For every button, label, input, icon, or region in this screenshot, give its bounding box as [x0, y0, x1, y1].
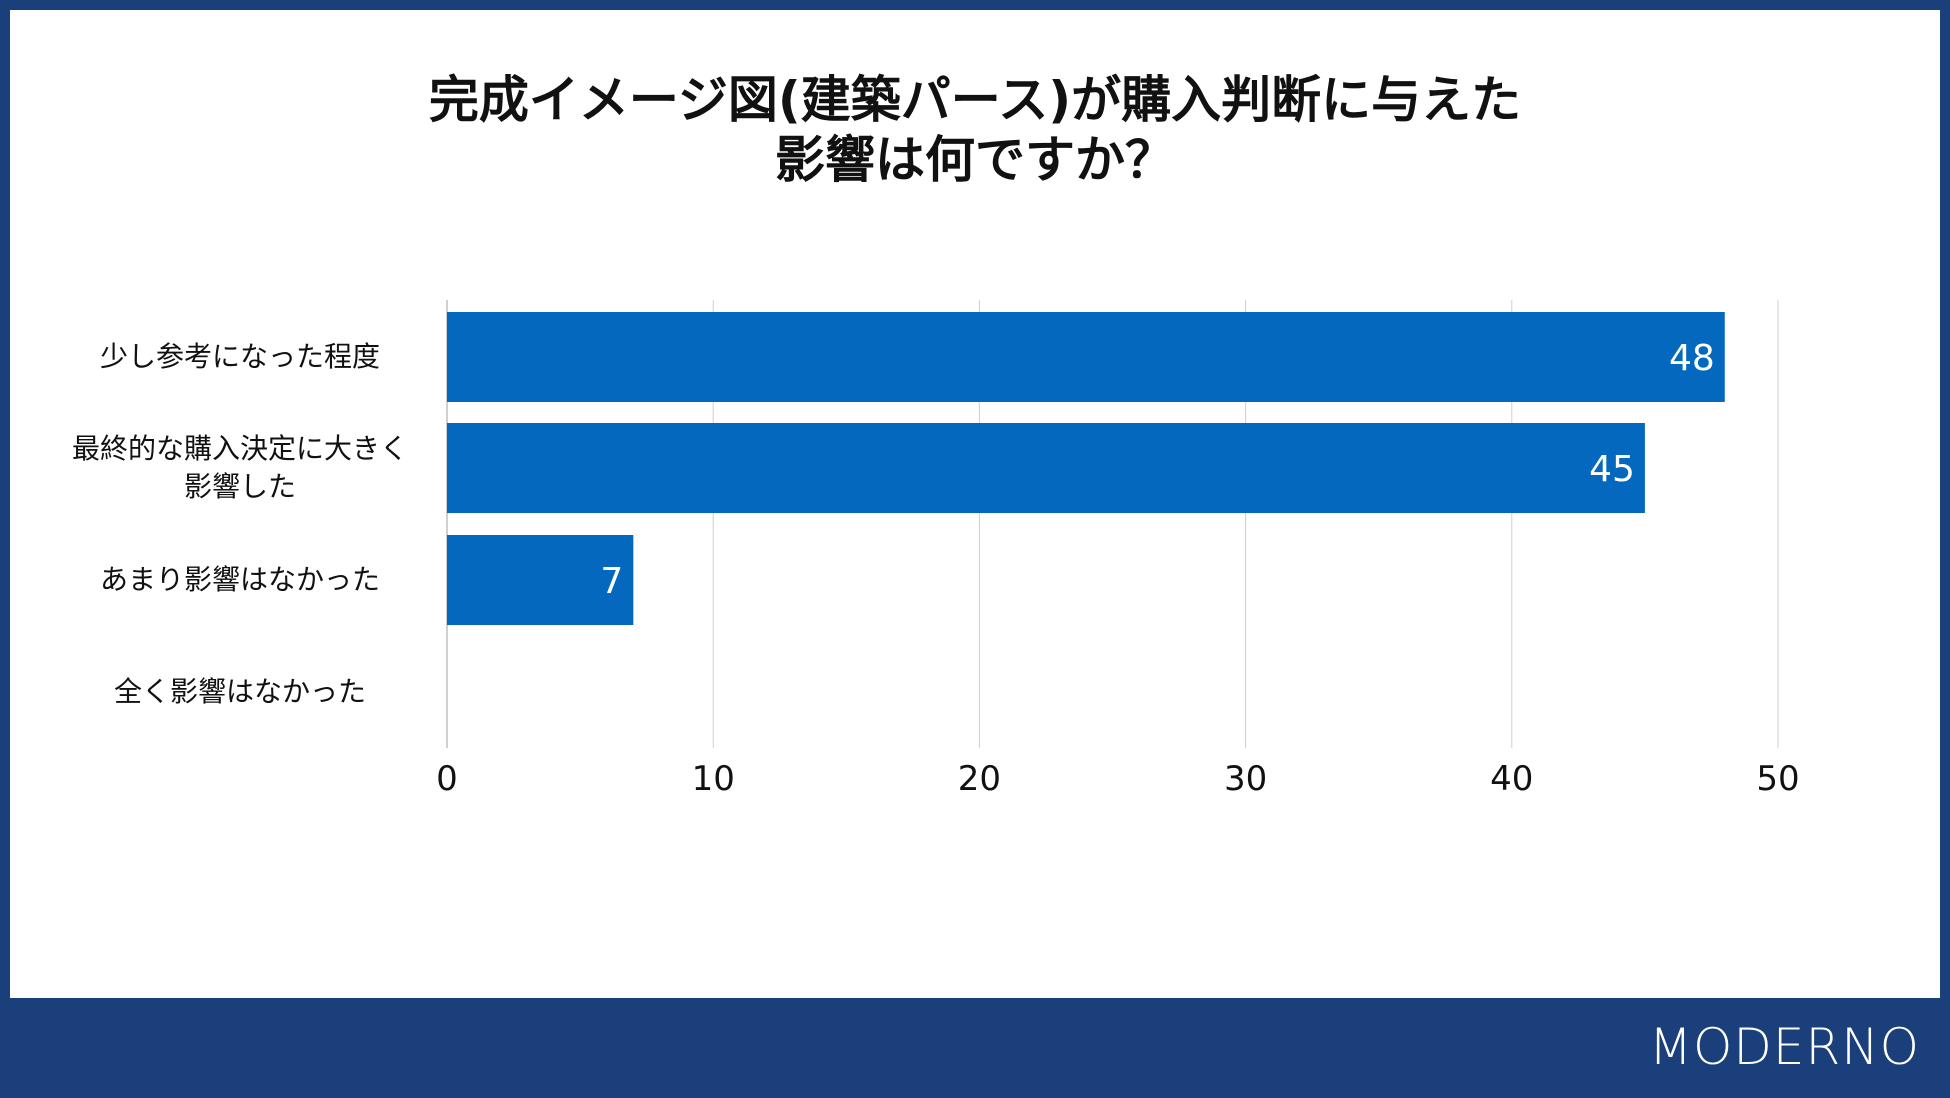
x-tick-label: 20 — [958, 759, 1001, 799]
bar — [447, 535, 634, 625]
data-label: 7 — [600, 561, 623, 602]
bars — [447, 312, 1725, 625]
category-label: 少し参考になった程度 — [99, 340, 380, 373]
x-tick-label: 0 — [436, 759, 458, 799]
x-tick-label: 10 — [692, 759, 735, 799]
data-label: 45 — [1589, 449, 1635, 490]
bar-chart: 48 45 7 0 10 20 30 40 50 — [436, 300, 1800, 799]
x-tick-label: 30 — [1224, 759, 1267, 799]
x-axis-ticks: 0 10 20 30 40 50 — [436, 759, 1799, 799]
data-labels: 48 45 7 — [600, 338, 1714, 602]
category-label: あまり影響はなかった — [99, 563, 380, 596]
data-label: 48 — [1669, 338, 1715, 379]
brand-logo: MODERNO — [1648, 1018, 1920, 1076]
bar — [447, 312, 1725, 402]
category-label: 全く影響はなかった — [113, 675, 366, 708]
x-tick-label: 40 — [1490, 759, 1533, 799]
footer-bar: MODERNO — [0, 998, 1950, 1098]
category-label: 最終的な購入決定に大きく 影響した — [71, 432, 408, 503]
bar — [447, 423, 1645, 513]
x-tick-label: 50 — [1756, 759, 1799, 799]
chart-title: 完成イメージ図(建築パース)が購入判断に与えた 影響は何ですか？ — [428, 71, 1522, 189]
